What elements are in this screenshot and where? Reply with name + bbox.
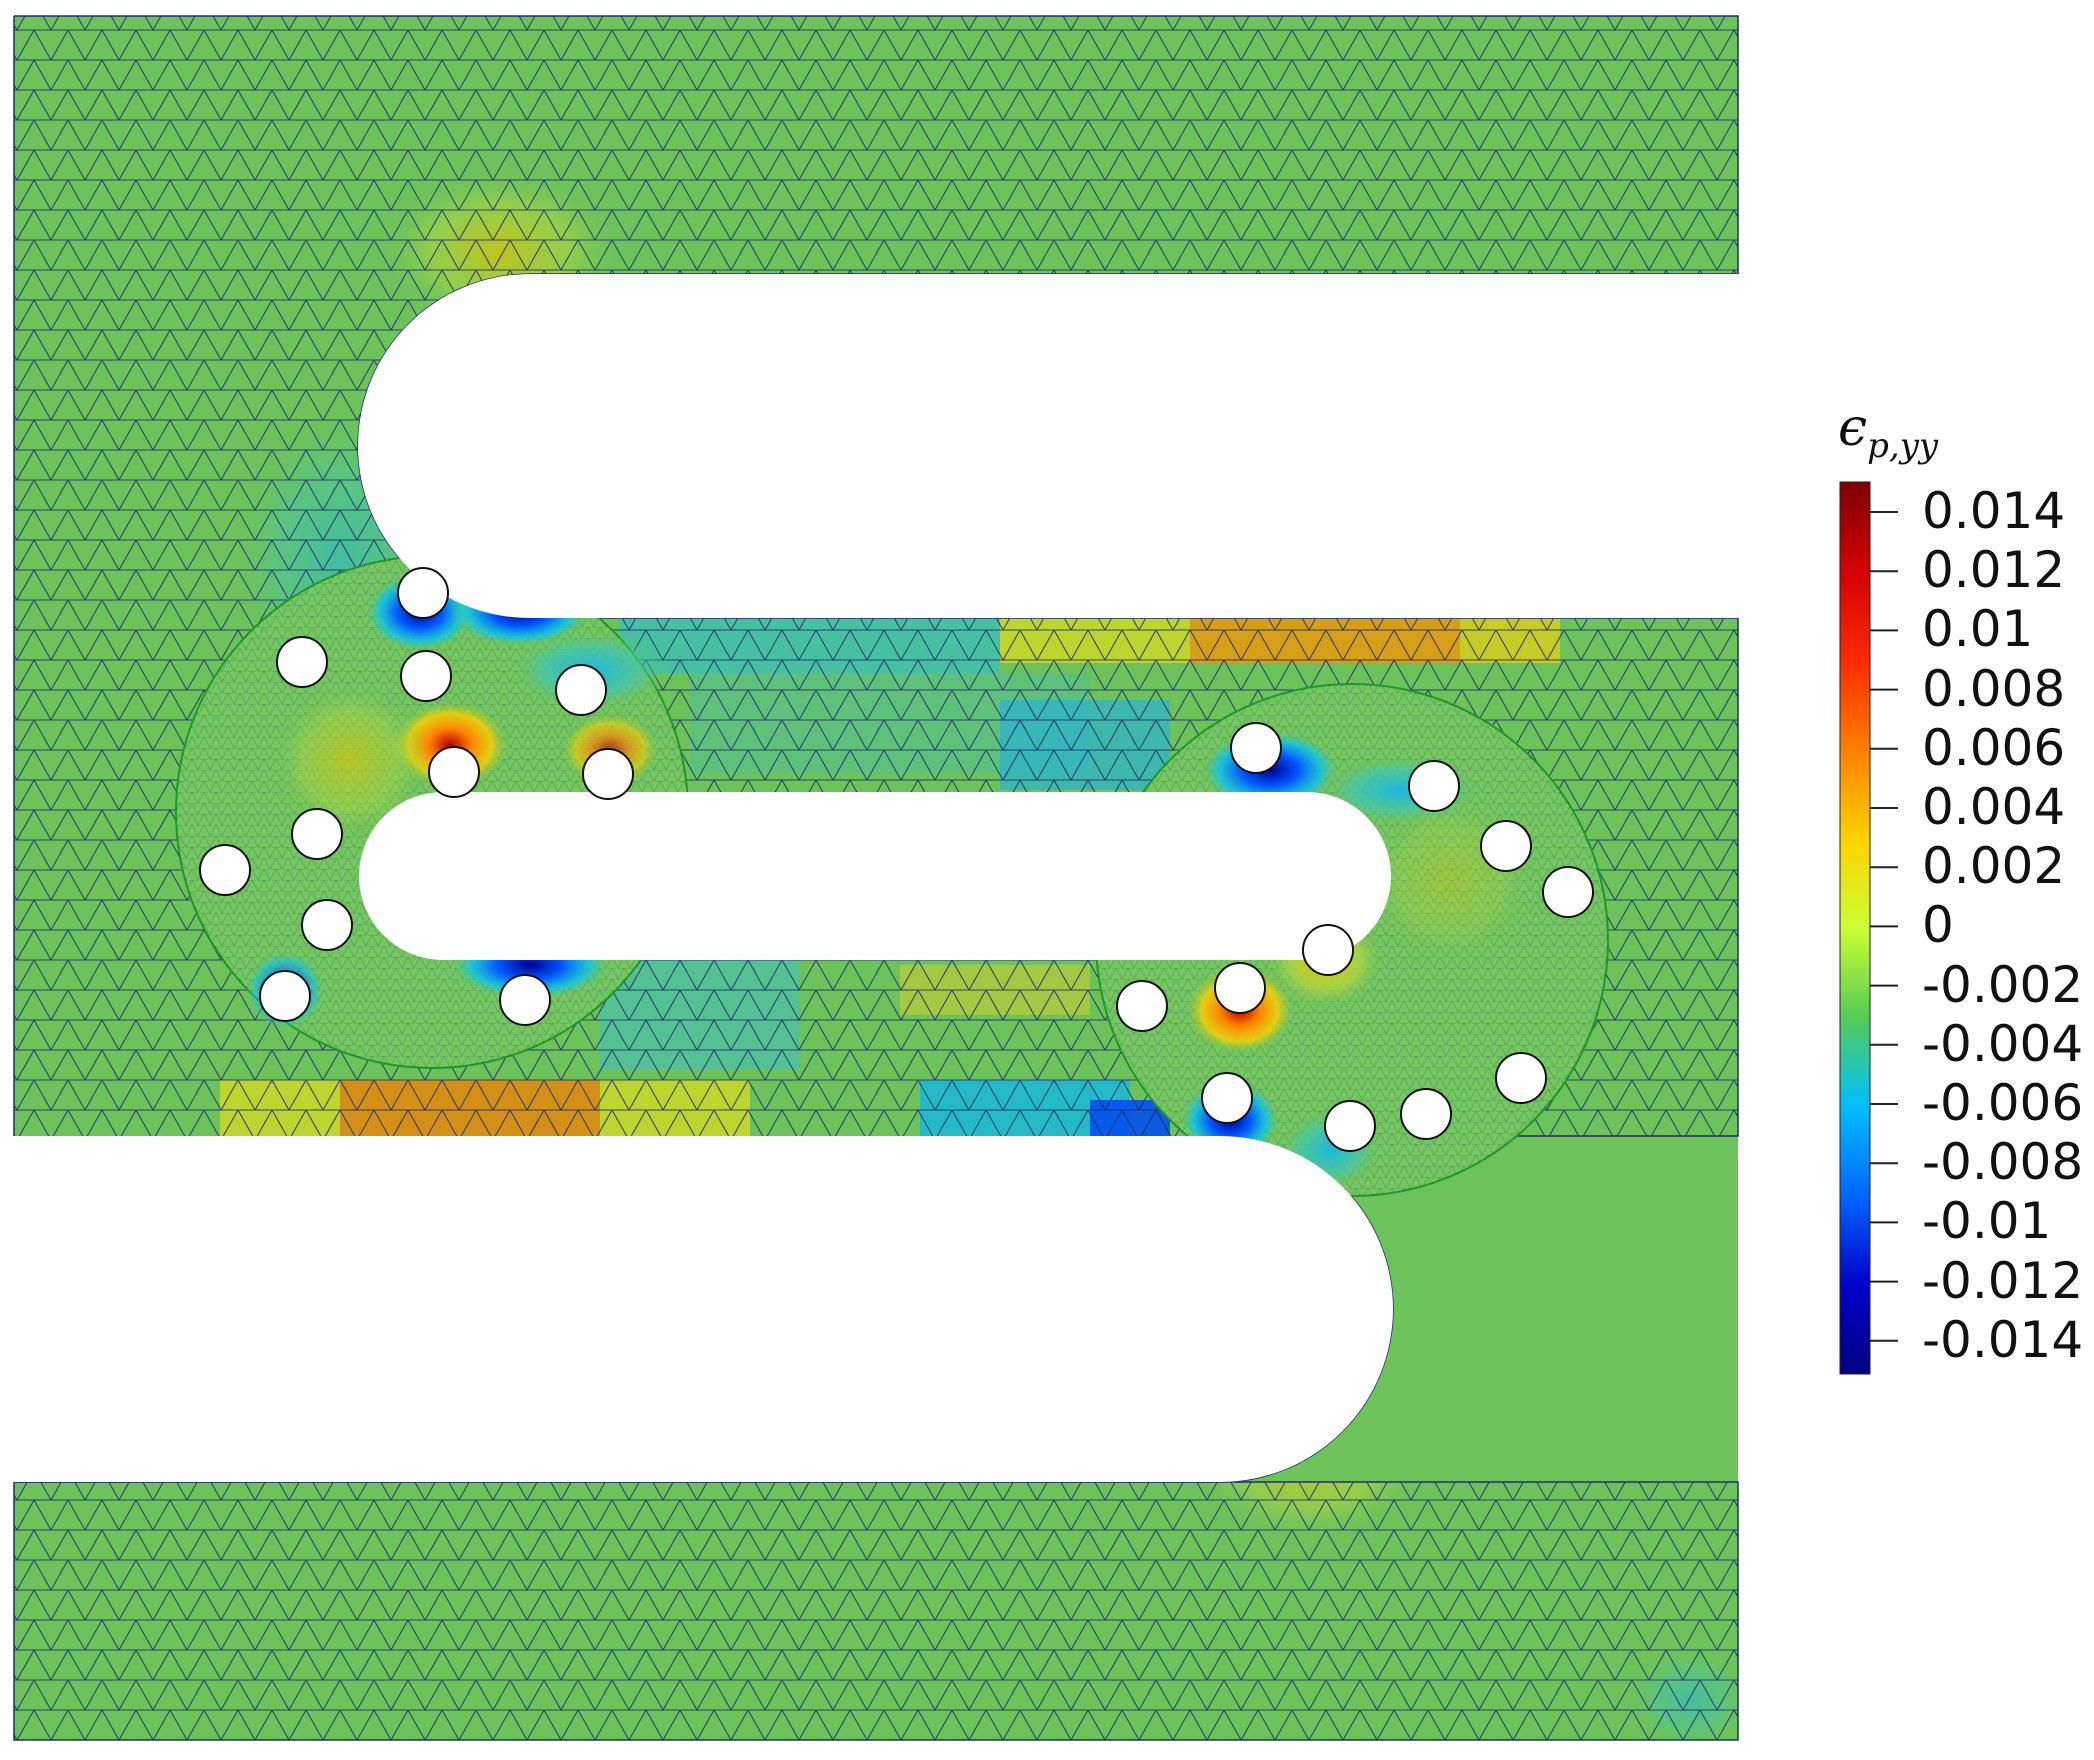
colorbar-title: ϵp,yy <box>1838 398 1939 466</box>
colorbar-tick-label: 0.002 <box>1922 837 2066 896</box>
hole <box>555 664 607 716</box>
lower-slot <box>0 1136 1393 1482</box>
hole <box>1230 722 1282 774</box>
hole <box>1408 760 1460 812</box>
colorbar-ticks <box>1870 511 1898 1342</box>
colorbar-tick-label: 0.006 <box>1922 718 2066 777</box>
hole <box>1542 866 1594 918</box>
colorbar-tick-label: -0.008 <box>1922 1133 2084 1192</box>
hole <box>1480 820 1532 872</box>
hole <box>400 650 452 702</box>
hole <box>259 970 311 1022</box>
hole <box>1324 1100 1376 1152</box>
colorbar-tick-label: -0.014 <box>1922 1310 2084 1369</box>
colorbar-tick-label: 0 <box>1922 896 1954 955</box>
hole <box>397 567 449 619</box>
colorbar-tick-label: -0.012 <box>1922 1251 2084 1310</box>
hole <box>1302 924 1354 976</box>
colorbar-tick-label: 0.012 <box>1922 541 2066 600</box>
colorbar-tick-label: -0.01 <box>1922 1192 2052 1251</box>
colorbar-tick-label: -0.004 <box>1922 1014 2084 1073</box>
colorbar-tick-label: 0.008 <box>1922 659 2066 718</box>
colorbar-tick-label: 0.004 <box>1922 778 2066 836</box>
colorbar-tick-label: -0.006 <box>1922 1074 2084 1132</box>
hole <box>428 746 480 798</box>
colorbar-bar <box>1839 481 1871 1375</box>
hole <box>582 748 634 800</box>
holes <box>199 567 1594 1152</box>
hole <box>1214 962 1266 1014</box>
hole <box>199 844 251 896</box>
hole <box>499 974 551 1026</box>
hole <box>301 899 353 951</box>
hole <box>1400 1088 1452 1140</box>
hole <box>1495 1052 1547 1104</box>
voids <box>0 274 1741 1482</box>
hole <box>276 636 328 688</box>
hole <box>1201 1072 1253 1124</box>
colorbar-tick-label: -0.002 <box>1922 955 2084 1014</box>
colorbar-tick-label: 0.01 <box>1922 600 2034 659</box>
upper-slot <box>358 274 1741 618</box>
middle-slot <box>359 792 1391 960</box>
hole <box>291 808 343 860</box>
hole <box>1116 980 1168 1032</box>
colorbar <box>1839 481 1898 1375</box>
colorbar-tick-label: 0.014 <box>1922 482 2066 540</box>
